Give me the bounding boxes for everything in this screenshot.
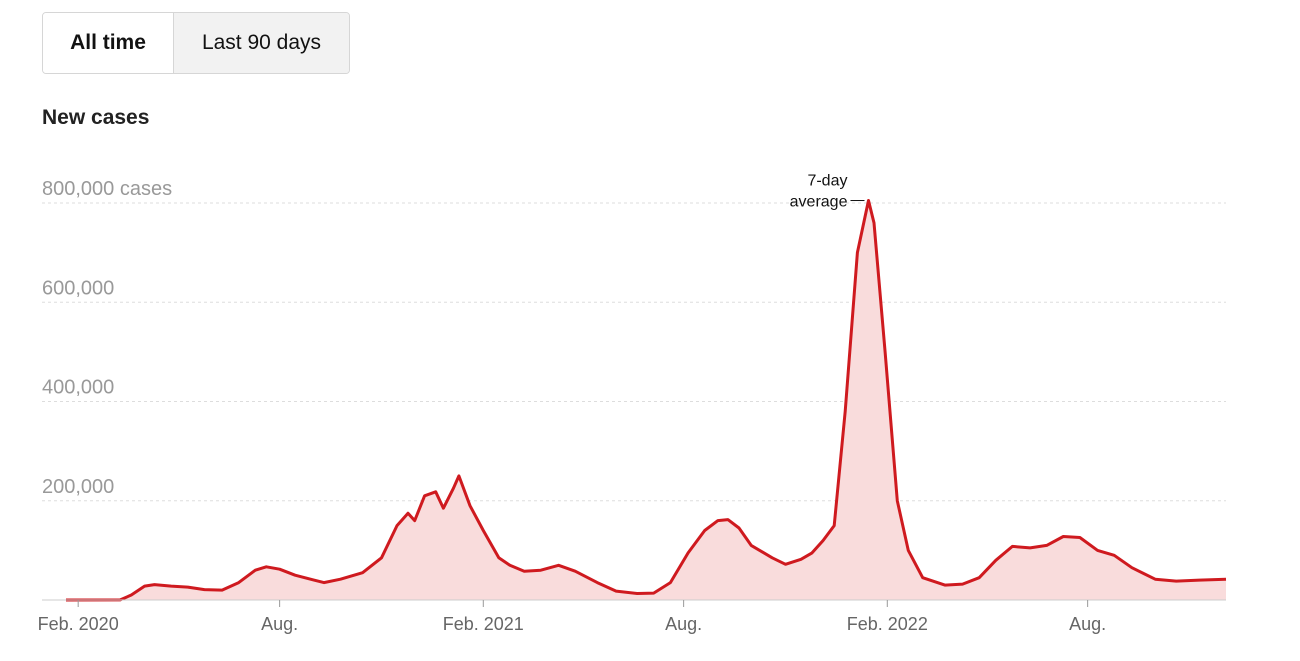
last-90-days-button[interactable]: Last 90 days bbox=[174, 13, 349, 73]
y-tick-label: 400,000 bbox=[42, 377, 114, 399]
x-tick-label: Feb. 2022 bbox=[847, 614, 928, 634]
annotation-label: average bbox=[790, 194, 848, 211]
annotation: 7-day average bbox=[790, 173, 865, 211]
y-tick-label: 800,000 cases bbox=[42, 178, 172, 200]
time-range-toggle: All time Last 90 days bbox=[42, 12, 350, 74]
x-axis-ticks: Feb. 2020 Aug. Feb. 2021 Aug. Feb. 2022 Aug. bbox=[38, 600, 1106, 634]
y-tick-label: 600,000 bbox=[42, 277, 114, 299]
annotation-label: 7-day bbox=[807, 173, 847, 190]
chart-title: New cases bbox=[42, 106, 150, 129]
x-tick-label: Feb. 2020 bbox=[38, 614, 119, 634]
x-tick-label: Feb. 2021 bbox=[443, 614, 524, 634]
x-tick-label: Aug. bbox=[1069, 614, 1106, 634]
seven-day-average-line bbox=[65, 199, 1227, 602]
x-tick-label: Aug. bbox=[261, 614, 298, 634]
grid-layer: 800,000 cases 600,000 400,000 200,000 bbox=[42, 178, 1226, 502]
y-tick-label: 200,000 bbox=[42, 476, 114, 498]
cases-area bbox=[66, 200, 1226, 600]
all-time-button[interactable]: All time bbox=[43, 13, 174, 73]
x-tick-label: Aug. bbox=[665, 614, 702, 634]
